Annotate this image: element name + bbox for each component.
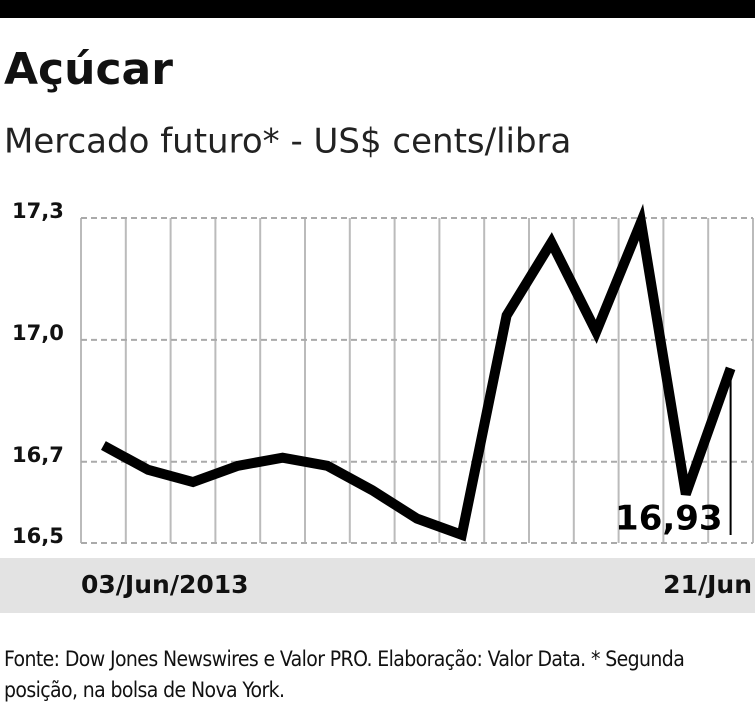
x-tick-label: 21/Jun <box>663 570 752 599</box>
source-note: Fonte: Dow Jones Newswires e Valor PRO. … <box>4 647 685 702</box>
y-tick-label: 16,7 <box>12 443 64 467</box>
y-tick-label: 17,0 <box>12 321 64 345</box>
chart-title: Açúcar <box>4 44 173 95</box>
value-label: 16,93 <box>615 499 723 539</box>
chart-subtitle: Mercado futuro* - US$ cents/libra <box>4 122 571 162</box>
y-tick-label: 16,5 <box>12 524 64 548</box>
y-tick-label: 17,3 <box>12 199 64 223</box>
top-bar <box>0 0 755 18</box>
line-series <box>101 203 736 542</box>
chart: Açúcar Mercado futuro* - US$ cents/libra… <box>0 0 755 613</box>
x-tick-label: 03/Jun/2013 <box>81 570 249 599</box>
x-axis-band <box>0 558 755 613</box>
